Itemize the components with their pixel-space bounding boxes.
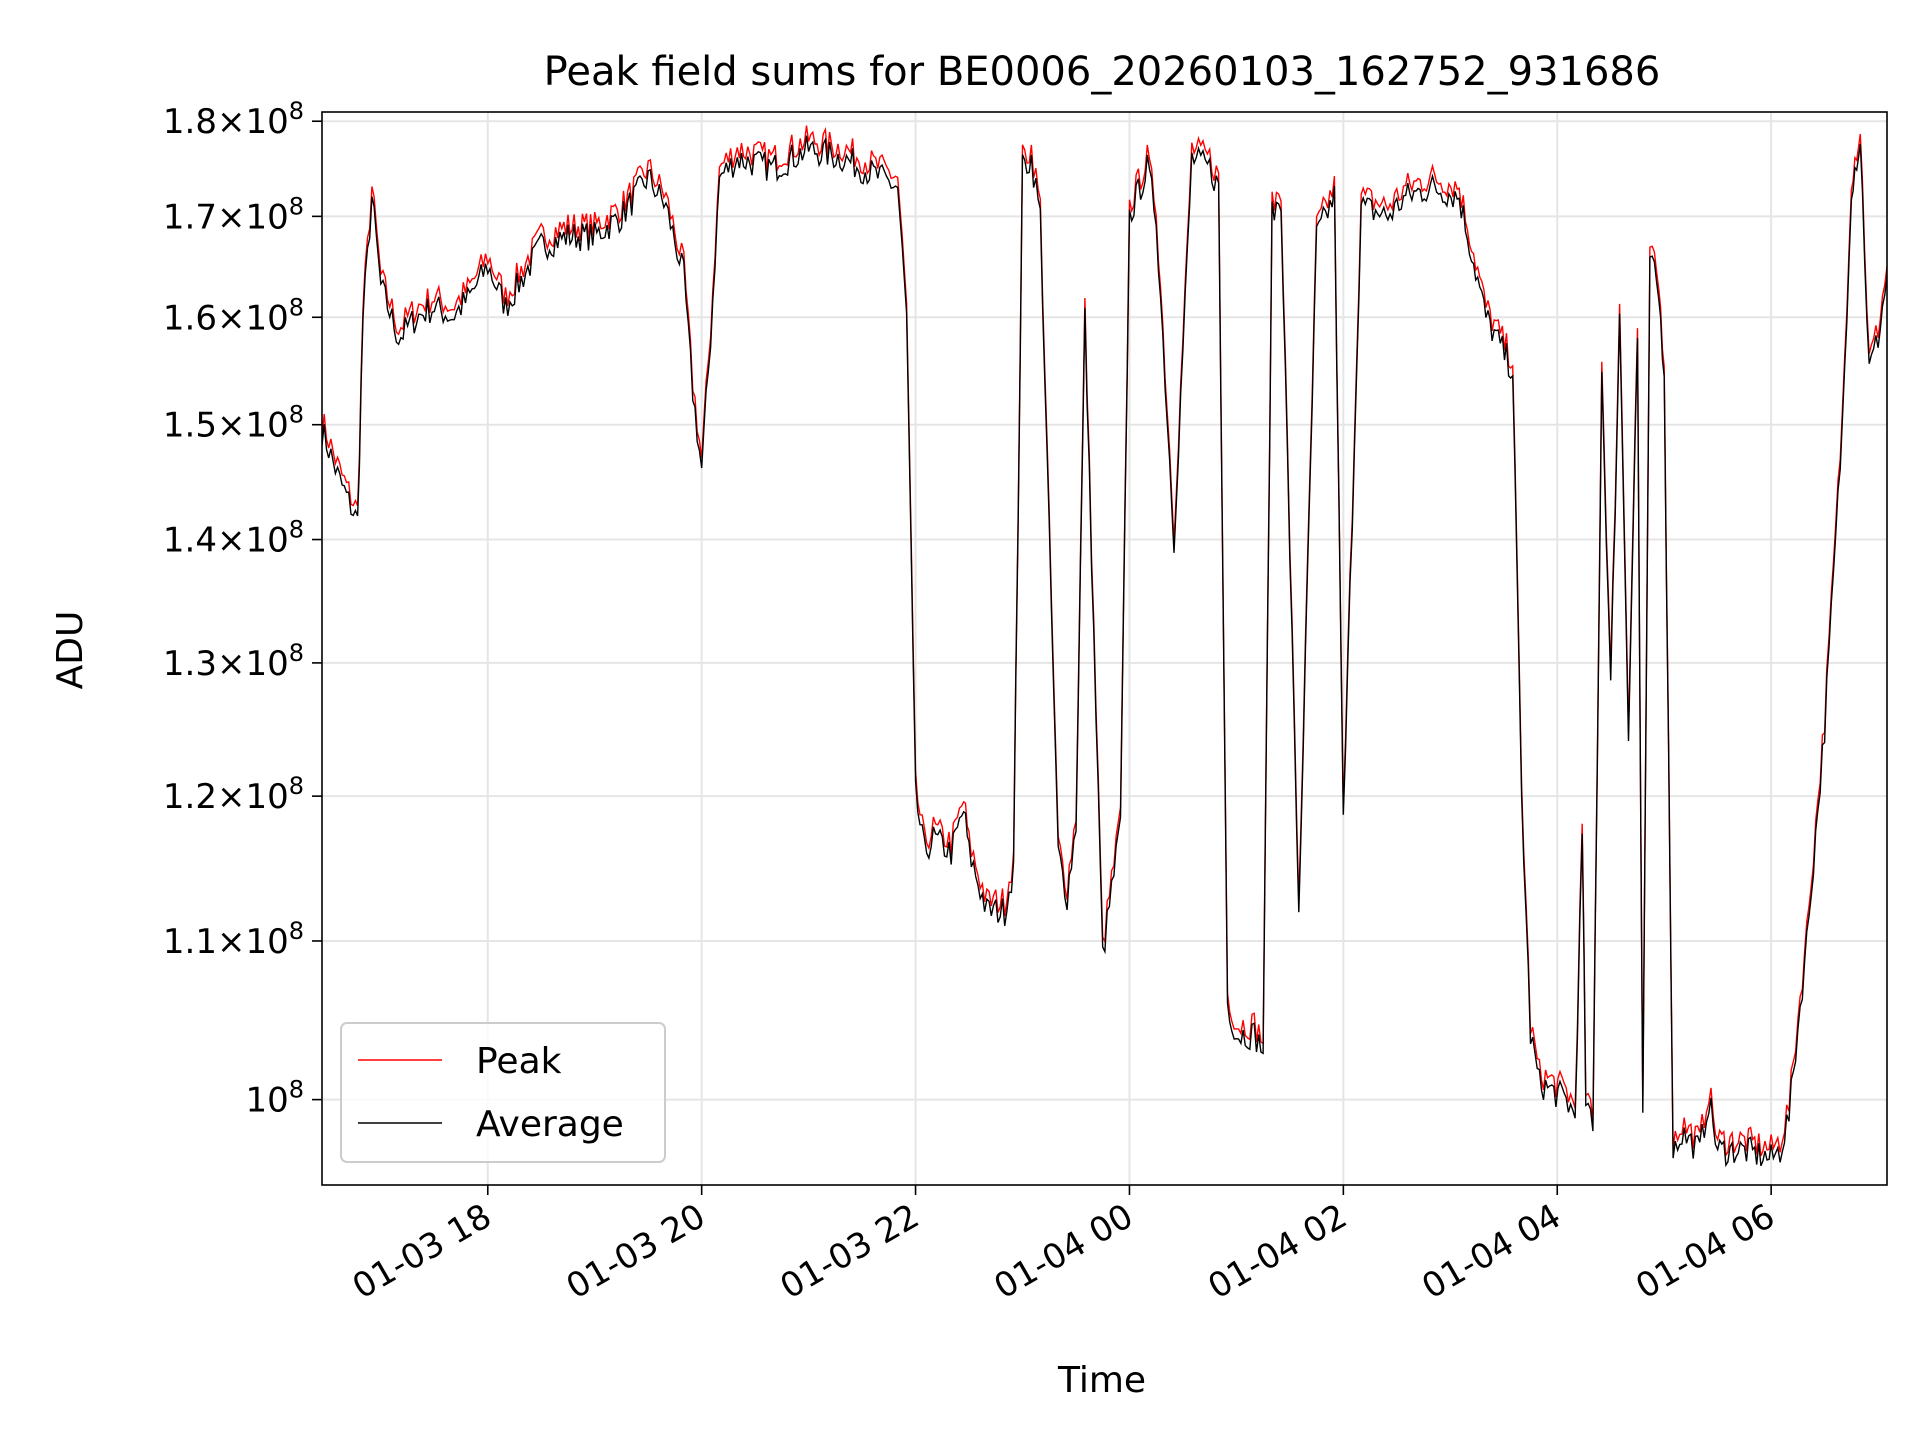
legend: Peak Average [340, 1022, 666, 1163]
y-tick-label: 1.6×108 [163, 293, 304, 338]
series-line-average [322, 135, 1887, 1168]
x-axis-label: Time [1057, 1360, 1146, 1401]
legend-label-peak: Peak [476, 1041, 562, 1082]
y-tick-label: 1.4×108 [163, 516, 304, 561]
y-axis-ticks: 108 1.1×108 1.2×108 1.3×108 1.4×108 1.5×108 1.… [163, 97, 322, 1121]
y-tick-label: 1.1×108 [163, 917, 304, 962]
axes-frame [321, 111, 1888, 1186]
y-axis-label: ADU [50, 611, 91, 690]
legend-box [340, 1022, 666, 1163]
y-tick-label: 108 [245, 1076, 304, 1121]
y-tick-label: 1.8×108 [163, 97, 304, 142]
y-tick-label: 1.3×108 [163, 639, 304, 684]
chart-title: Peak field sums for BE0006_20260103_1627… [544, 49, 1661, 95]
y-tick-label: 1.5×108 [163, 401, 304, 446]
series-layer [322, 125, 1887, 1168]
y-tick-label: 1.7×108 [163, 192, 304, 237]
legend-label-average: Average [476, 1104, 624, 1145]
y-tick-label: 1.2×108 [163, 772, 304, 817]
